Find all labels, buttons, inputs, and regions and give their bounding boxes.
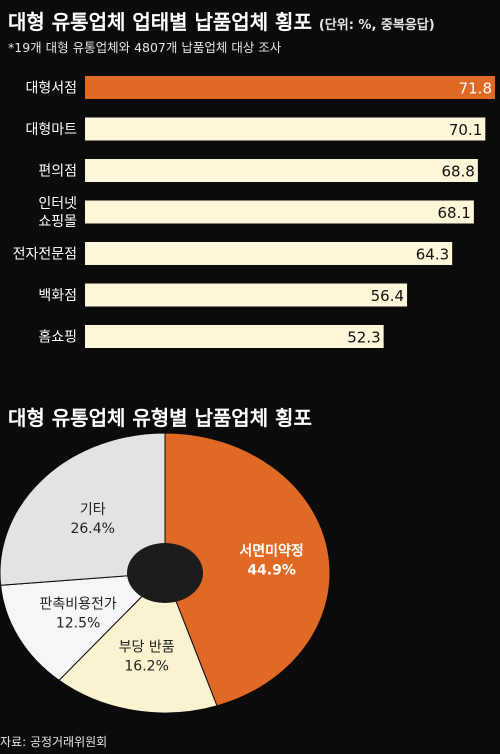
bar xyxy=(85,200,474,224)
category-label: 백화점 xyxy=(38,288,77,304)
pie-slice xyxy=(0,572,167,681)
bar xyxy=(85,76,495,99)
chart-title-text: 대형 유통업체 업태별 납품업체 횡포 xyxy=(8,10,312,34)
data-label: 56.4 xyxy=(371,287,404,305)
bar xyxy=(85,325,384,348)
pie-slice xyxy=(0,432,166,586)
bar xyxy=(85,283,408,307)
data-label: 52.3 xyxy=(347,329,380,347)
chart-subtitle: *19개 대형 유통업체와 4807개 납품업체 대상 조사 xyxy=(8,40,282,55)
category-label: 편의점 xyxy=(38,164,77,180)
category-label: 인터넷 xyxy=(38,196,77,212)
data-label: 68.1 xyxy=(437,204,470,222)
source-note: 자료: 공정거래위원회 xyxy=(0,735,108,749)
category-label: 홈쇼핑 xyxy=(38,330,77,346)
chart-title: 대형 유통업체 업태별 납품업체 횡포 (단위: %, 중복응답) xyxy=(8,6,435,35)
category-label: 대형마트 xyxy=(25,122,77,138)
slice-name-label: 서면미약정 xyxy=(239,542,303,559)
pie-slice xyxy=(58,572,218,714)
slice-value-label: 16.2% xyxy=(124,659,168,675)
data-label: 71.8 xyxy=(459,80,492,98)
unit-note: (단위: %, 중복응답) xyxy=(318,18,435,33)
slice-value-label: 44.9% xyxy=(247,562,296,578)
slice-name-label: 부당 반품 xyxy=(119,640,175,656)
donut-hole xyxy=(127,543,203,603)
bar xyxy=(85,159,478,182)
category-label: 대형서점 xyxy=(25,81,77,97)
slice-value-label: 12.5% xyxy=(56,615,100,631)
category-label: 쇼핑몰 xyxy=(38,214,77,230)
data-label: 68.8 xyxy=(441,163,474,181)
slice-name-label: 판촉비용전가 xyxy=(39,596,116,612)
slice-value-label: 26.4% xyxy=(70,521,114,537)
bar xyxy=(85,242,453,265)
pie-slice xyxy=(164,432,331,707)
data-label: 70.1 xyxy=(449,121,482,139)
bar xyxy=(85,117,486,141)
slice-name-label: 기타 xyxy=(80,502,106,518)
pie-chart: 서면미약정 44.9% 부당 반품 16.2% 판촉비용전가 12.5% 기타 26.4% xyxy=(0,432,331,714)
data-label: 64.3 xyxy=(416,246,449,264)
pie-chart-title: 대형 유통업체 유형별 납품업체 횡포 xyxy=(8,406,312,430)
category-label: 전자전문점 xyxy=(13,247,77,263)
